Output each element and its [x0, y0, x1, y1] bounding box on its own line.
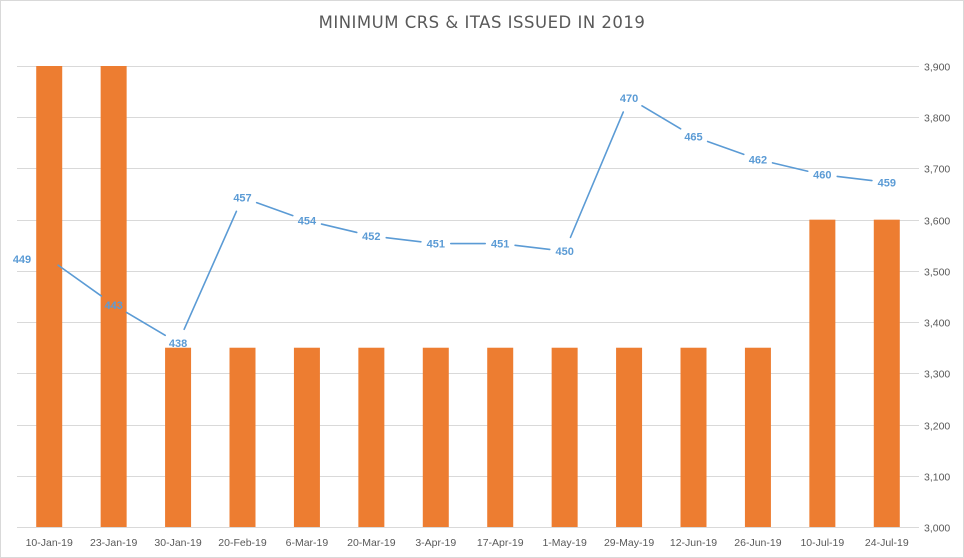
bar: [680, 347, 707, 527]
data-label: 462: [749, 154, 767, 166]
chart-title: MINIMUM CRS & ITAS ISSUED IN 2019: [318, 13, 646, 32]
x-tick-label: 26-Jun-19: [734, 537, 781, 549]
bar: [358, 347, 385, 527]
x-tick-label: 24-Jul-19: [865, 537, 909, 549]
y-tick-label: 3,600: [924, 216, 950, 228]
data-label: 443: [104, 300, 122, 312]
y-tick-label: 3,400: [924, 318, 950, 330]
line-segment: [320, 223, 358, 234]
x-axis-labels: 10-Jan-19 23-Jan-19 30-Jan-19 20-Feb-19 6-Ma…: [26, 537, 909, 549]
line-segment: [569, 111, 625, 239]
bar: [616, 347, 643, 527]
data-label: 451: [491, 239, 509, 251]
x-tick-label: 6-Mar-19: [286, 537, 329, 549]
bar: [873, 219, 900, 527]
y-tick-label: 3,200: [924, 421, 950, 433]
y-tick-label: 3,100: [924, 472, 950, 484]
data-label: 454: [298, 216, 317, 228]
x-tick-label: 17-Apr-19: [477, 537, 524, 549]
data-label: 465: [684, 131, 702, 143]
bar: [487, 347, 514, 527]
x-tick-label: 20-Mar-19: [347, 537, 396, 549]
line-segment: [57, 264, 103, 297]
bar: [422, 347, 449, 527]
line-segment: [183, 210, 238, 331]
line-segment: [125, 311, 166, 337]
y-tick-label: 3,000: [924, 523, 950, 535]
x-tick-label: 30-Jan-19: [154, 537, 201, 549]
bar: [100, 66, 127, 527]
data-label: 452: [362, 231, 380, 243]
line-segment: [641, 105, 682, 130]
data-label: 470: [620, 93, 638, 105]
line-segment: [771, 162, 809, 173]
y-tick-label: 3,500: [924, 267, 950, 279]
data-label: 459: [878, 177, 896, 189]
x-tick-label: 3-Apr-19: [415, 537, 456, 549]
y-tick-label: 3,300: [924, 369, 950, 381]
data-label: 460: [813, 170, 831, 182]
bar: [293, 347, 320, 527]
bar: [36, 66, 63, 527]
x-tick-label: 10-Jul-19: [800, 537, 844, 549]
data-label: 449: [13, 254, 31, 266]
y-tick-label: 3,700: [924, 164, 950, 176]
line-segment: [255, 201, 294, 217]
bar: [551, 347, 578, 527]
data-label: 451: [427, 239, 445, 251]
x-tick-label: 20-Feb-19: [218, 537, 267, 549]
data-labels: 449 443 438 457 454 452 451 451 450 470 465 462 460 4…: [13, 93, 896, 350]
gridlines: [17, 66, 919, 528]
bar: [809, 219, 836, 527]
x-tick-label: 29-May-19: [604, 537, 654, 549]
line-segment: [514, 244, 551, 251]
line-segment: [836, 175, 873, 182]
y-tick-label: 3,800: [924, 113, 950, 125]
y-axis-labels: 3,000 3,100 3,200 3,300 3,400 3,500 3,600 3,700…: [924, 62, 950, 535]
x-tick-label: 23-Jan-19: [90, 537, 137, 549]
line-segment: [385, 236, 422, 243]
line-series: [57, 105, 873, 337]
y-tick-label: 3,900: [924, 62, 950, 74]
data-label: 450: [555, 246, 573, 258]
x-tick-label: 10-Jan-19: [26, 537, 73, 549]
data-label: 457: [233, 193, 251, 205]
bar: [229, 347, 256, 527]
bar-series: [36, 66, 900, 527]
line-segment: [706, 140, 745, 156]
x-tick-label: 12-Jun-19: [670, 537, 717, 549]
data-label: 438: [169, 338, 187, 350]
bar: [165, 347, 192, 527]
bar: [744, 347, 771, 527]
x-tick-label: 1-May-19: [542, 537, 587, 549]
